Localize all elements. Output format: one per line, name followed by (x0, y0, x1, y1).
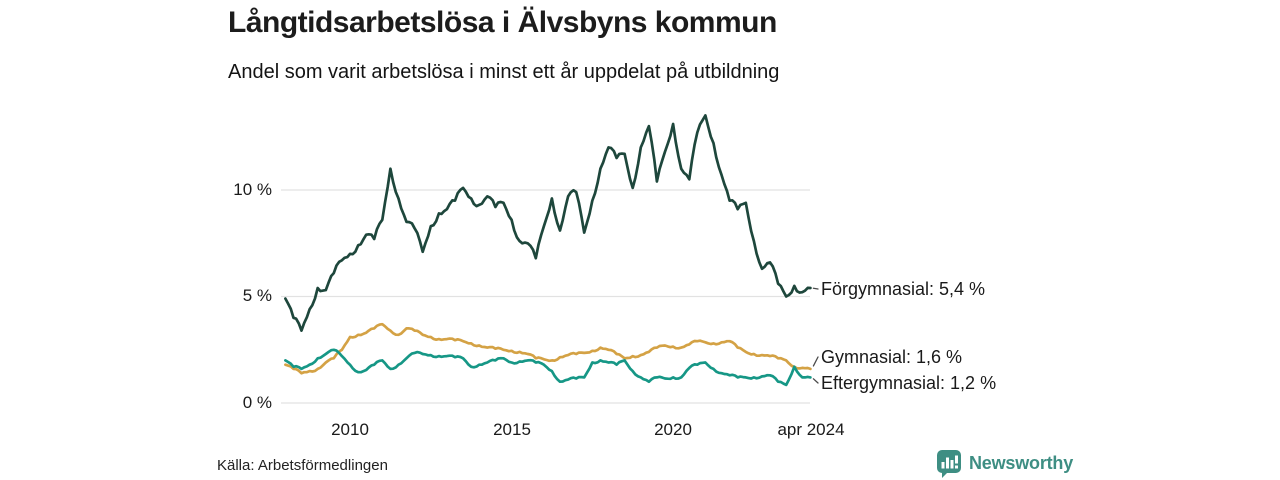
y-axis-tick-5: 5 % (242, 286, 272, 305)
chart-title: Långtidsarbetslösa i Älvsbyns kommun (228, 6, 777, 39)
y-axis-tick-10: 10 % (233, 180, 272, 199)
series-label-gymnasial: Gymnasial: 1,6 % (821, 347, 963, 367)
bar-chart-speech-bubble-icon (937, 450, 961, 478)
x-axis-tick-apr-2024: apr 2024 (777, 420, 845, 439)
chart-subtitle: Andel som varit arbetslösa i minst ett å… (228, 61, 780, 83)
x-axis-tick-2015: 2015 (493, 420, 531, 439)
source-attribution: Källa: Arbetsförmedlingen (217, 457, 388, 474)
x-axis-tick-2010: 2010 (331, 420, 369, 439)
newsworthy-logo[interactable]: Newsworthy (936, 449, 1073, 478)
y-axis-tick-0: 0 % (242, 393, 272, 412)
x-axis-tick-2020: 2020 (654, 420, 692, 439)
series-label-eftergymnasial: Eftergymnasial: 1,2 % (821, 373, 997, 393)
series-label-forgymnasial: Förgymnasial: 5,4 % (821, 279, 986, 299)
newsworthy-wordmark: Newsworthy (969, 453, 1074, 473)
